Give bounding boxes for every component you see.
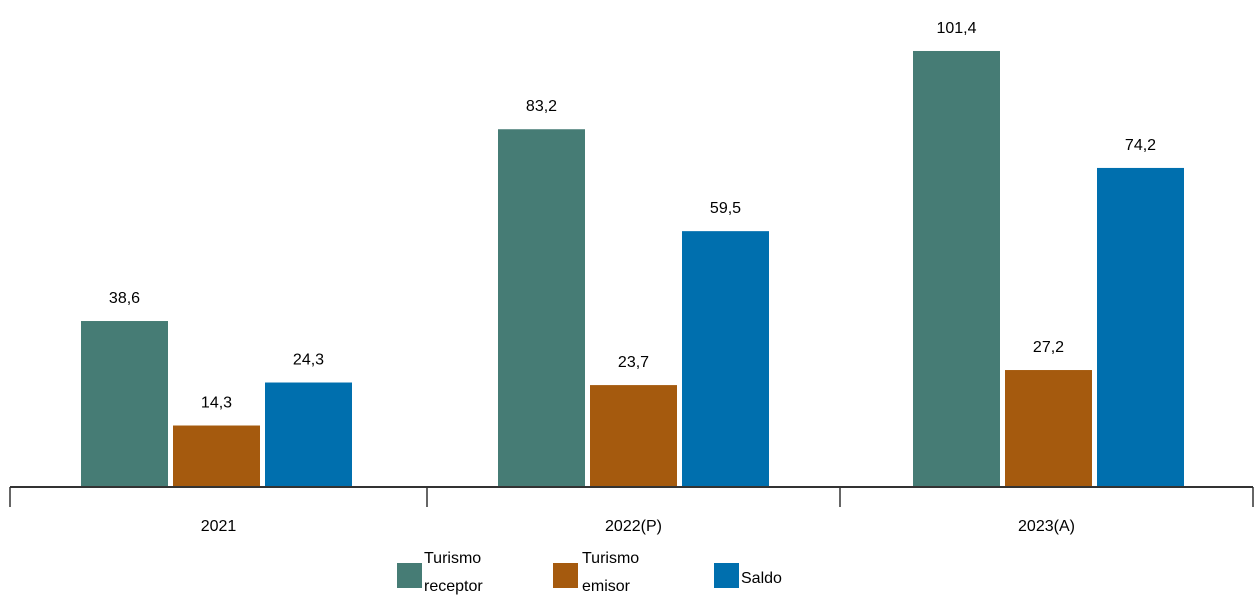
data-label: 24,3 — [293, 352, 324, 369]
legend-swatch — [553, 563, 578, 588]
legend-label: receptor — [424, 578, 483, 595]
bar-turismo-emisor-0 — [173, 425, 260, 487]
x-axis: 2021 2022(P) 2023(A) — [9, 486, 1254, 535]
bar-saldo-1 — [682, 231, 769, 487]
legend[interactable]: Turismo receptor Turismo emisor Saldo — [397, 550, 782, 595]
bar-turismo-emisor-2 — [1005, 370, 1092, 487]
bar-saldo-0 — [265, 382, 352, 487]
legend-swatch — [714, 563, 739, 588]
bar-turismo-receptor-0 — [81, 321, 168, 487]
legend-label: Turismo — [582, 550, 639, 567]
bar-saldo-2 — [1097, 167, 1184, 487]
data-label: 14,3 — [201, 395, 232, 412]
data-label: 59,5 — [710, 200, 741, 217]
legend-item-turismo-receptor[interactable]: Turismo receptor — [397, 550, 483, 595]
data-labels-layer: 38,6 83,2 101,4 14,3 23,7 27,2 24,3 59,5 74,2 — [109, 20, 1156, 412]
data-label: 38,6 — [109, 290, 140, 307]
legend-item-saldo[interactable]: Saldo — [714, 563, 782, 588]
bar-turismo-emisor-1 — [590, 385, 677, 487]
bar-turismo-receptor-1 — [498, 129, 585, 488]
legend-label: Turismo — [424, 550, 481, 567]
data-label: 23,7 — [618, 354, 649, 371]
bar-turismo-receptor-2 — [913, 50, 1000, 487]
legend-label: emisor — [582, 578, 631, 595]
data-label: 27,2 — [1033, 339, 1064, 356]
x-tick-label: 2021 — [201, 518, 237, 535]
x-tick-label: 2022(P) — [605, 518, 662, 535]
bars-layer — [81, 50, 1184, 488]
legend-swatch — [397, 563, 422, 588]
legend-label: Saldo — [741, 570, 782, 587]
data-label: 83,2 — [526, 98, 557, 115]
x-tick-label: 2023(A) — [1018, 518, 1075, 535]
data-label: 101,4 — [936, 20, 976, 37]
legend-item-turismo-emisor[interactable]: Turismo emisor — [553, 550, 639, 595]
data-label: 74,2 — [1125, 137, 1156, 154]
